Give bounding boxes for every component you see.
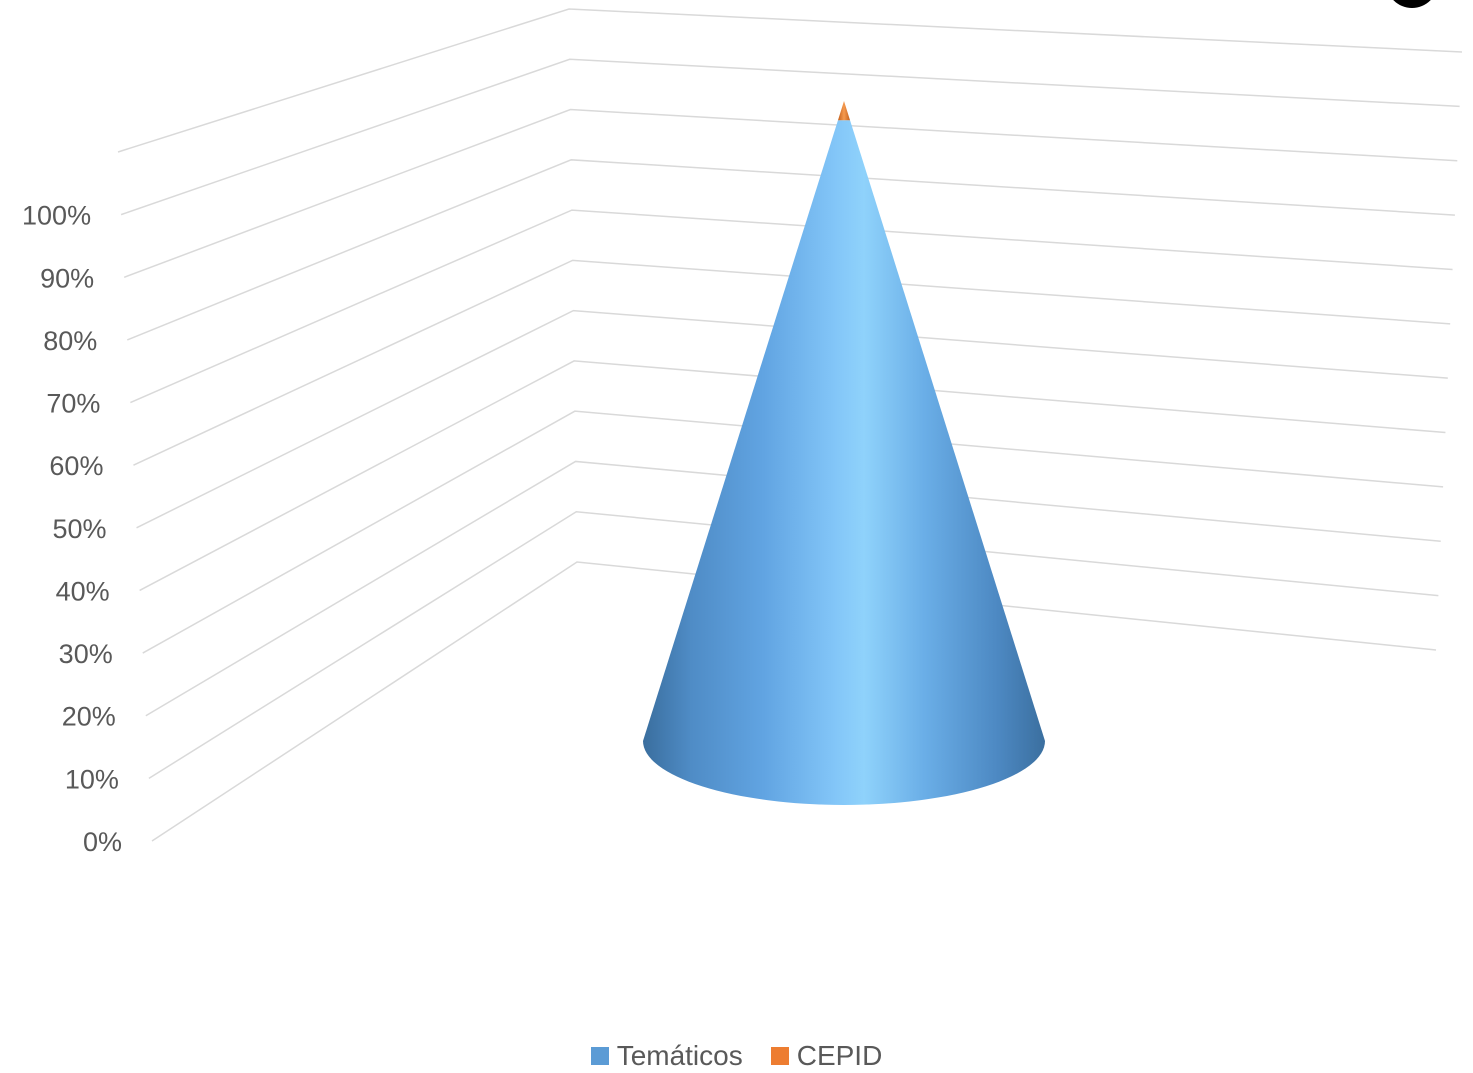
gridline: [142, 410, 1444, 654]
gridline: [145, 460, 1441, 717]
gridline: [136, 309, 1448, 529]
y-tick-label: 90%: [40, 263, 94, 293]
gridline: [123, 108, 1458, 278]
gridline: [151, 561, 1437, 842]
legend-swatch: [770, 1047, 789, 1065]
legend-label: CEPID: [796, 1040, 883, 1071]
y-tick-label: 100%: [22, 201, 91, 231]
gridline: [120, 58, 1460, 216]
legend-swatch: [590, 1047, 609, 1065]
gridline: [130, 209, 1453, 404]
y-tick-label: 50%: [52, 514, 106, 544]
cone-segment-cepid: [837, 101, 851, 121]
y-tick-label: 40%: [56, 576, 110, 606]
legend-item: CEPID: [770, 1040, 883, 1072]
y-tick-label: 70%: [46, 389, 100, 419]
y-tick-label: 20%: [62, 702, 116, 732]
gridlines: [117, 8, 1463, 842]
gridline: [117, 8, 1463, 153]
legend: Temáticos CEPID: [0, 1040, 1473, 1072]
y-tick-label: 60%: [49, 451, 103, 481]
gridline: [139, 360, 1446, 592]
legend-label: Temáticos: [616, 1040, 743, 1071]
cone-segment-tematicos: [643, 120, 1045, 805]
y-tick-label: 0%: [83, 827, 122, 857]
gridline: [133, 259, 1451, 466]
corner-decoration-circle: [1393, 0, 1431, 8]
y-tick-label: 30%: [59, 639, 113, 669]
y-tick-label: 10%: [65, 764, 119, 794]
legend-item: Temáticos: [590, 1040, 743, 1072]
gridline: [126, 159, 1455, 341]
gridline: [148, 510, 1439, 779]
cone-marks: [643, 101, 1045, 805]
y-axis-tick-labels: 0% 10% 20% 30% 40% 50% 60% 70% 80% 90% 100%: [22, 201, 122, 857]
y-tick-label: 80%: [43, 326, 97, 356]
